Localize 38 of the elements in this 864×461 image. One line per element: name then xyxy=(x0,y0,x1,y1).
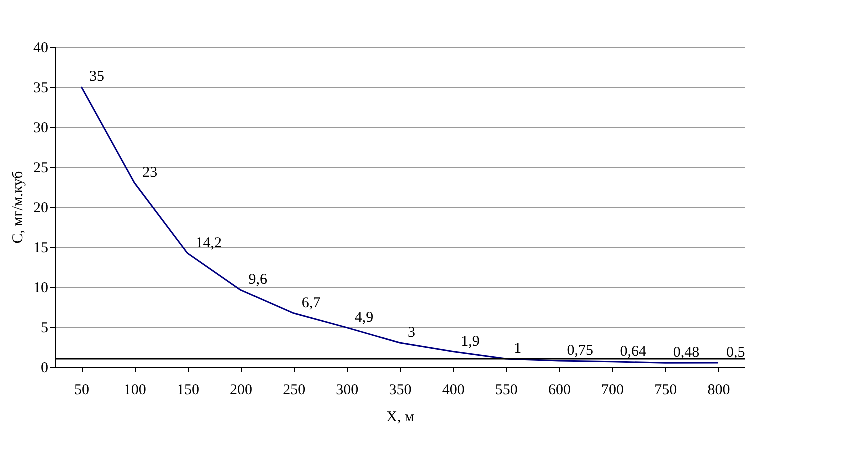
x-tick-label: 400 xyxy=(442,382,465,398)
data-label: 0,64 xyxy=(620,344,648,360)
data-label: 35 xyxy=(90,69,105,85)
x-tick-label: 100 xyxy=(124,382,146,398)
x-tick-label: 600 xyxy=(548,382,571,398)
y-tick-label: 5 xyxy=(41,320,48,336)
y-tick-label: 0 xyxy=(41,360,48,376)
y-axis-title: С, мг/м.куб xyxy=(10,170,26,244)
data-label: 3 xyxy=(408,325,416,341)
x-tick-label: 150 xyxy=(176,382,200,398)
y-tick-label: 35 xyxy=(34,80,48,96)
data-label: 14,2 xyxy=(196,235,222,252)
data-label: 23 xyxy=(142,165,158,181)
y-tick-label: 10 xyxy=(34,280,48,296)
x-tick-label: 700 xyxy=(602,382,624,398)
data-label: 0,48 xyxy=(673,345,700,362)
data-label: 9,6 xyxy=(248,272,268,288)
y-tick-label: 20 xyxy=(34,200,48,216)
x-tick-label: 200 xyxy=(230,382,253,398)
data-label: 6,7 xyxy=(302,295,322,312)
data-label: 1 xyxy=(514,341,522,357)
y-tick-label: 15 xyxy=(34,240,48,256)
line-series xyxy=(80,86,720,364)
data-label: 4,9 xyxy=(354,310,374,326)
data-label: 0,75 xyxy=(567,343,594,359)
y-tick-label: 30 xyxy=(34,120,48,136)
y-tick-label: 40 xyxy=(34,40,48,56)
x-axis-title: Х, м xyxy=(386,410,415,426)
x-tick-label: 350 xyxy=(389,382,412,398)
data-label: 0,5 xyxy=(726,345,746,361)
x-tick-label: 800 xyxy=(708,382,730,398)
x-tick-label: 750 xyxy=(654,382,678,398)
x-tick-label: 250 xyxy=(283,382,306,398)
x-tick-label: 50 xyxy=(74,382,90,398)
x-tick-label: 300 xyxy=(336,382,359,398)
x-tick-label: 550 xyxy=(495,382,518,398)
data-label: 1,9 xyxy=(461,334,480,350)
y-tick-label: 25 xyxy=(34,160,48,176)
